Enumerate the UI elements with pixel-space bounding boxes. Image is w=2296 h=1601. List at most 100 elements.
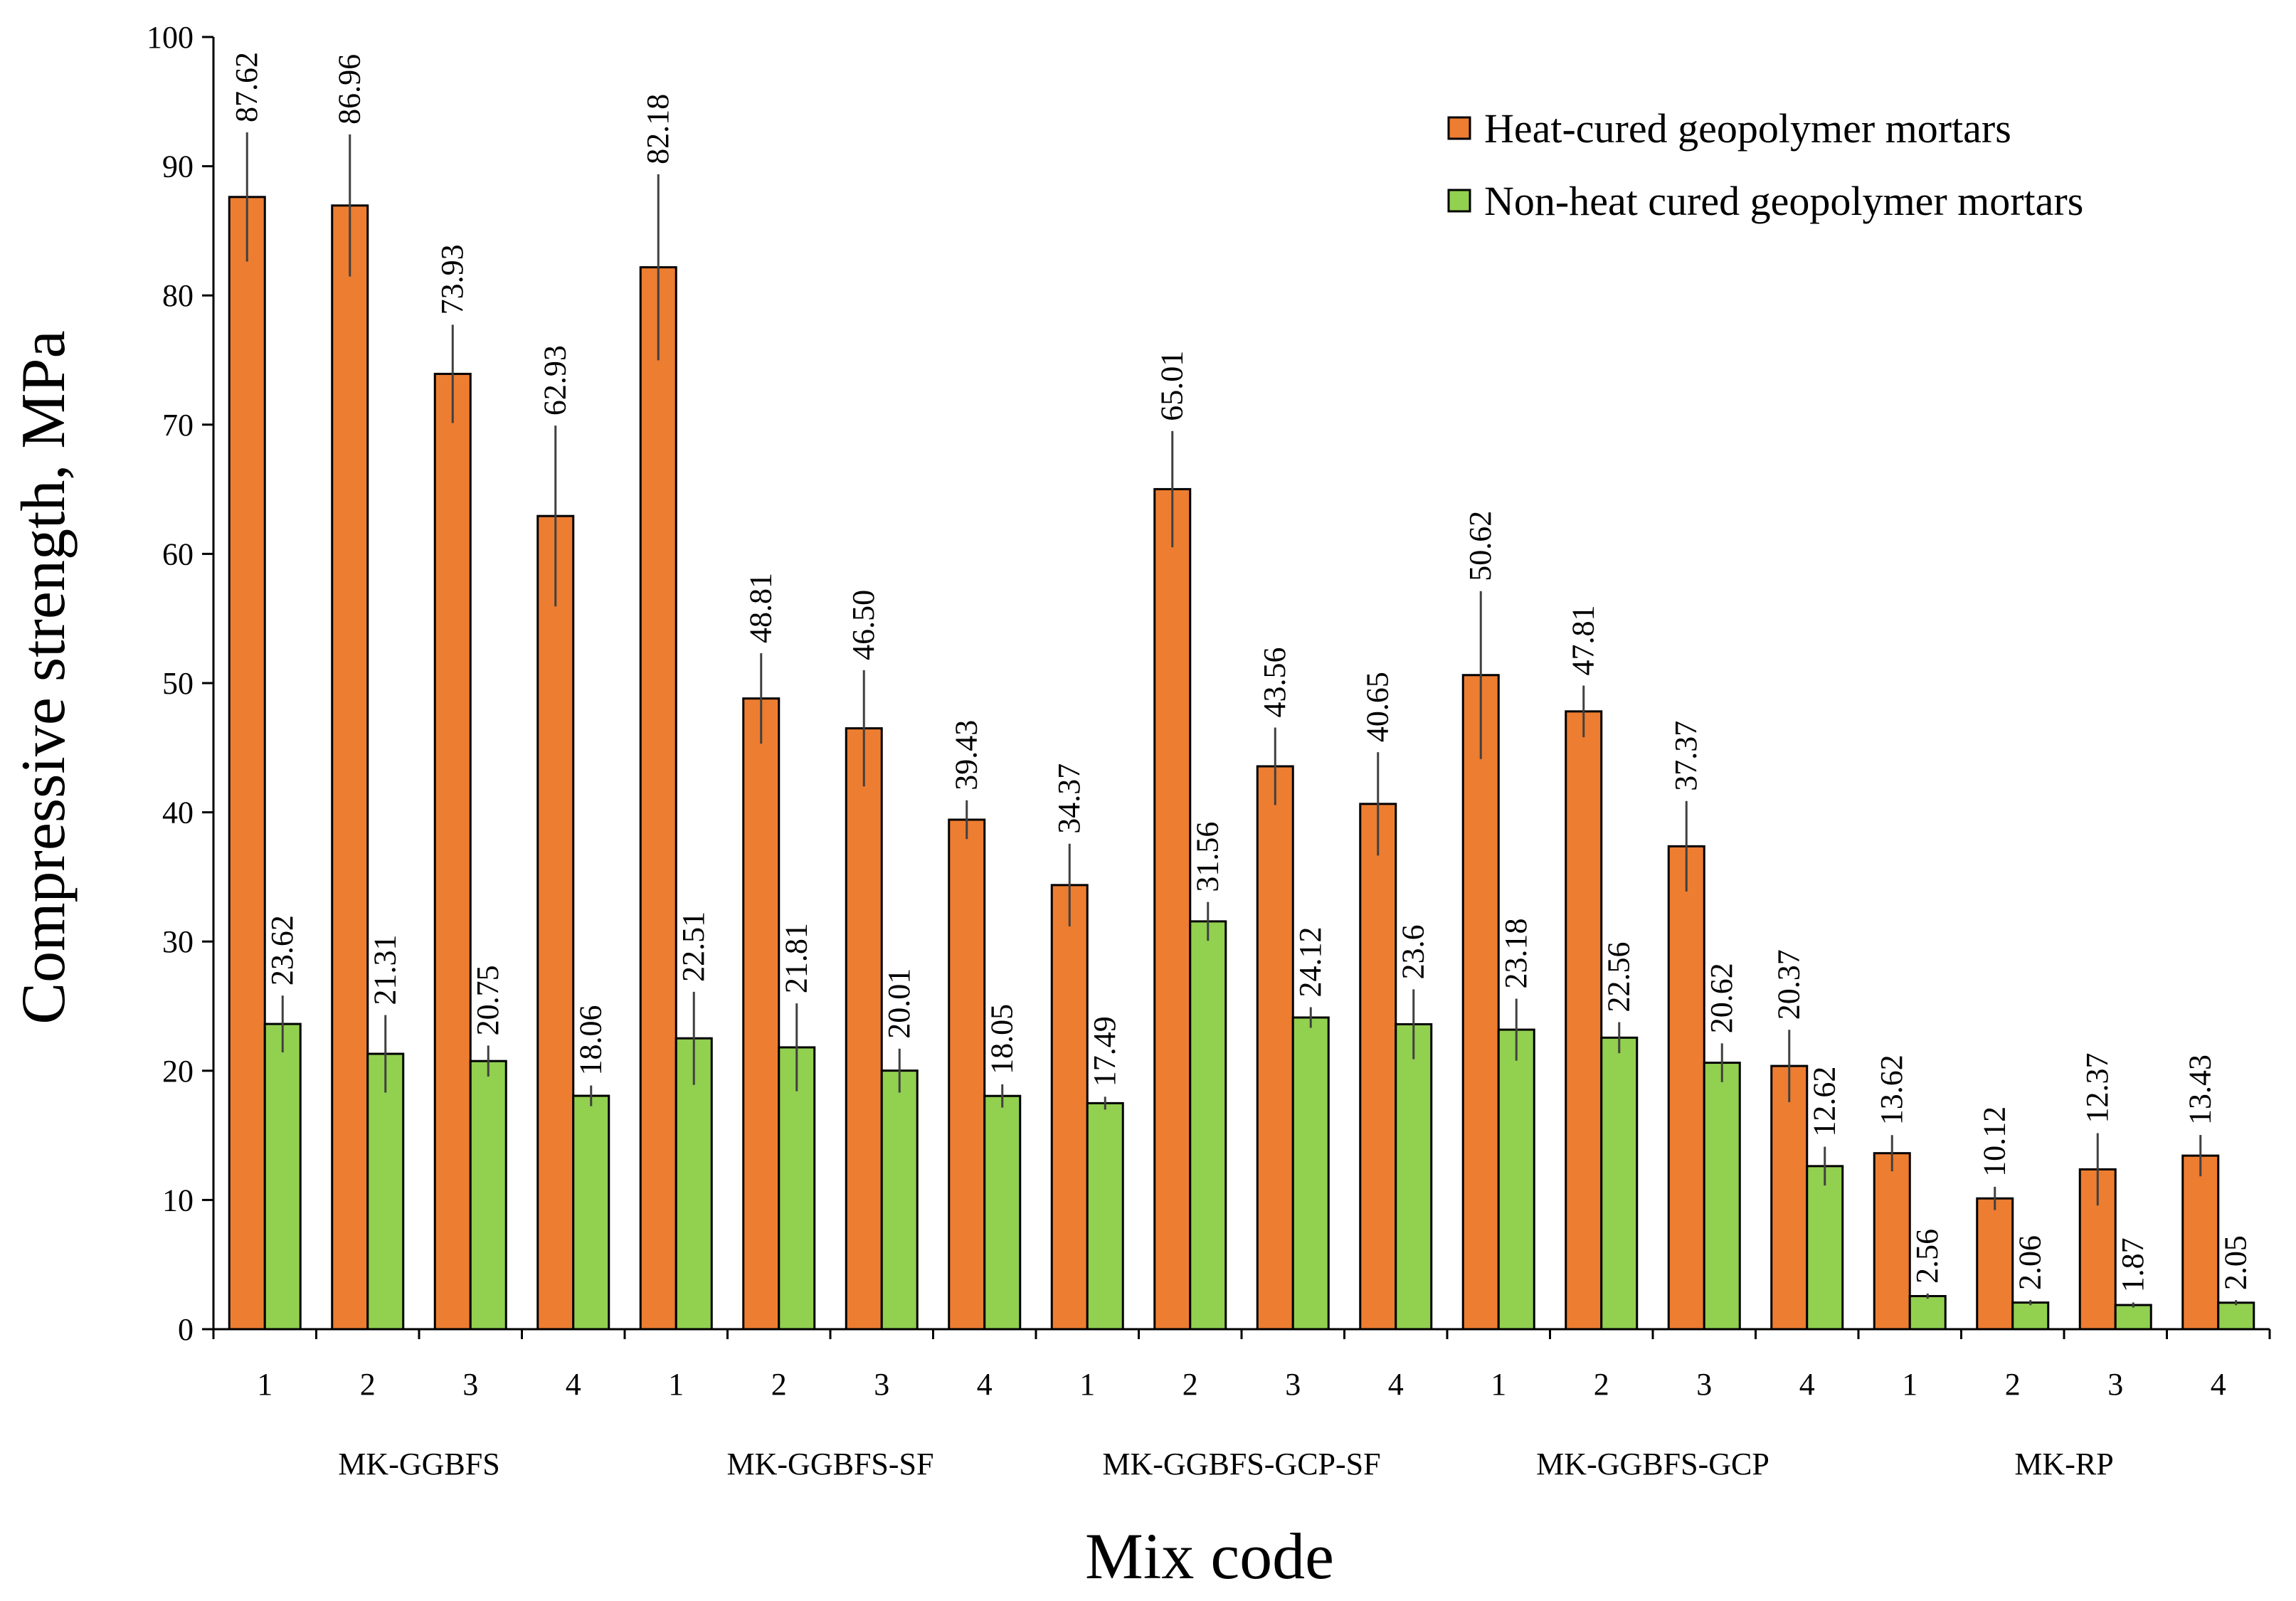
y-tick-label: 30 [162,924,194,959]
x-category-label: 2 [360,1367,376,1402]
x-category-label: 3 [1285,1367,1301,1402]
bar-heat-cured [1976,1197,2014,1331]
bar-heat-cured [1256,765,1294,1331]
bar-non-heat-cured [1908,1295,1947,1331]
data-label-non-heat-cured: 12.62 [1807,1067,1842,1137]
bar-heat-cured [1873,1152,1911,1331]
y-tick-label: 0 [178,1312,194,1347]
data-label-non-heat-cured: 24.12 [1293,926,1328,997]
data-label-heat-cured: 13.43 [2183,1055,2218,1125]
data-label-non-heat-cured: 2.06 [2013,1235,2048,1290]
x-category-label: 3 [462,1367,478,1402]
data-label-heat-cured: 87.62 [229,52,264,122]
y-tick-label: 20 [162,1054,194,1089]
x-category-label: 1 [1079,1367,1095,1402]
legend-swatch-non-heat-cured [1447,189,1471,213]
data-label-heat-cured: 39.43 [949,720,984,791]
x-category-label: 4 [1799,1367,1815,1402]
y-tick-label: 90 [162,149,194,184]
bar-non-heat-cured [778,1046,816,1331]
y-tick-label: 80 [162,278,194,313]
bar-heat-cured [1565,710,1603,1331]
bar-non-heat-cured [1395,1023,1433,1331]
x-category-label: 4 [2211,1367,2226,1402]
bar-non-heat-cured [880,1069,919,1331]
data-label-non-heat-cured: 17.49 [1087,1016,1122,1087]
x-category-label: 2 [771,1367,787,1402]
y-tick-label: 60 [162,537,194,571]
y-tick-label: 100 [147,20,194,55]
x-category-label: 2 [1183,1367,1198,1402]
data-label-heat-cured: 86.96 [332,54,367,125]
bar-heat-cured [228,196,266,1331]
data-label-heat-cured: 40.65 [1360,672,1395,742]
bar-heat-cured [433,372,472,1331]
y-tick-label: 10 [162,1183,194,1217]
plot-area [212,37,2270,1331]
bar-heat-cured [845,727,883,1331]
data-label-heat-cured: 10.12 [1977,1106,2012,1177]
bar-heat-cured [948,818,986,1331]
bar-heat-cured [2181,1154,2220,1331]
data-label-non-heat-cured: 2.56 [1910,1229,1945,1284]
data-label-non-heat-cured: 1.87 [2115,1237,2150,1292]
legend-swatch-heat-cured [1447,116,1471,140]
bar-heat-cured [1153,487,1192,1331]
x-group-label: MK-GGBFS-SF [727,1447,934,1481]
x-group-label: MK-GGBFS-GCP-SF [1102,1447,1380,1481]
x-category-label: 1 [1491,1367,1506,1402]
bar-non-heat-cured [674,1037,713,1331]
bar-non-heat-cured [1086,1101,1124,1331]
data-label-non-heat-cured: 22.56 [1602,942,1636,1013]
x-axis-title: Mix code [1085,1520,1334,1592]
bar-heat-cured [1770,1064,1809,1331]
data-label-heat-cured: 46.50 [846,590,881,660]
data-label-heat-cured: 50.62 [1463,511,1498,581]
data-label-heat-cured: 13.62 [1874,1055,1909,1125]
x-category-label: 2 [1594,1367,1609,1402]
data-label-non-heat-cured: 21.31 [368,935,403,1005]
bar-non-heat-cured [983,1094,1022,1331]
bar-non-heat-cured [1703,1062,1741,1331]
data-label-non-heat-cured: 2.05 [2218,1235,2253,1290]
bar-heat-cured [331,204,369,1331]
bar-heat-cured [1359,803,1397,1331]
data-label-non-heat-cured: 31.56 [1190,822,1225,892]
data-label-heat-cured: 47.81 [1566,605,1601,675]
x-category-label: 3 [1696,1367,1712,1402]
x-group-label: MK-GGBFS [338,1447,499,1481]
y-tick-label: 70 [162,408,194,443]
x-category-label: 4 [566,1367,581,1402]
y-axis: 0 10 20 30 40 50 60 70 80 90 100 [147,20,213,1347]
x-category-label: 1 [1902,1367,1917,1402]
data-label-non-heat-cured: 20.75 [470,965,505,1035]
bar-heat-cured [639,266,677,1331]
x-category-label: 2 [2005,1367,2021,1402]
bar-non-heat-cured [263,1023,302,1331]
bar-heat-cured [1461,674,1500,1331]
data-labels: 87.62 86.96 73.93 62.93 82.18 48.81 46.50 39.43… [229,52,2253,1292]
bar-non-heat-cured [1291,1016,1330,1331]
data-label-heat-cured: 48.81 [744,573,778,643]
x-group-label: MK-RP [2014,1447,2113,1481]
data-label-heat-cured: 65.01 [1155,351,1190,421]
data-label-non-heat-cured: 23.62 [265,915,300,986]
data-label-heat-cured: 43.56 [1257,647,1292,717]
bars [228,196,2255,1331]
data-label-non-heat-cured: 23.6 [1396,924,1431,979]
x-category-label: 3 [2107,1367,2123,1402]
x-category-label: 1 [668,1367,684,1402]
bar-non-heat-cured [1600,1036,1639,1331]
x-group-label: MK-GGBFS-GCP [1536,1447,1769,1481]
data-label-non-heat-cured: 22.51 [676,912,711,982]
data-label-heat-cured: 62.93 [538,345,573,416]
data-label-non-heat-cured: 18.06 [573,1005,608,1076]
bar-heat-cured [1667,845,1705,1331]
data-label-non-heat-cured: 23.18 [1498,918,1533,988]
x-category-label: 4 [1388,1367,1404,1402]
bar-non-heat-cured [366,1052,405,1331]
bar-non-heat-cured [2011,1301,2050,1331]
data-label-heat-cured: 20.37 [1772,949,1806,1020]
bar-non-heat-cured [469,1060,507,1331]
data-label-heat-cured: 37.37 [1668,721,1703,791]
